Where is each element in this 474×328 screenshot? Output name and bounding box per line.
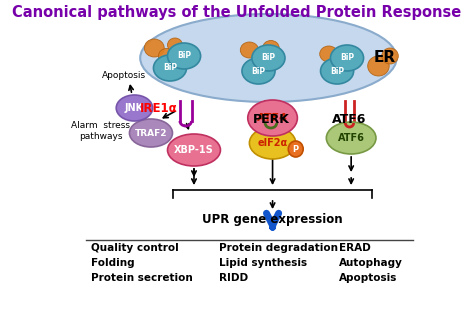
Text: BiP: BiP bbox=[251, 67, 265, 75]
Ellipse shape bbox=[326, 122, 376, 154]
Text: XBP-1S: XBP-1S bbox=[174, 145, 214, 155]
Text: BiP: BiP bbox=[261, 53, 275, 63]
Text: Canonical pathways of the Unfolded Protein Response: Canonical pathways of the Unfolded Prote… bbox=[12, 6, 462, 20]
Text: ATF6: ATF6 bbox=[337, 133, 365, 143]
Ellipse shape bbox=[382, 48, 398, 64]
Ellipse shape bbox=[320, 46, 338, 62]
Text: Quality control: Quality control bbox=[91, 243, 178, 253]
Text: ATF4: ATF4 bbox=[257, 113, 288, 123]
Text: TRAF2: TRAF2 bbox=[135, 129, 167, 137]
Text: Apoptosis: Apoptosis bbox=[339, 273, 397, 283]
Ellipse shape bbox=[158, 49, 175, 64]
Ellipse shape bbox=[145, 39, 164, 57]
Text: eIF2α: eIF2α bbox=[257, 138, 288, 148]
Text: ERAD: ERAD bbox=[339, 243, 371, 253]
Text: P: P bbox=[292, 145, 299, 154]
Ellipse shape bbox=[263, 40, 279, 55]
Text: PERK: PERK bbox=[253, 113, 289, 126]
Ellipse shape bbox=[249, 127, 296, 159]
Text: ATF6: ATF6 bbox=[332, 113, 367, 126]
Ellipse shape bbox=[248, 100, 297, 136]
Text: UPR gene expression: UPR gene expression bbox=[202, 214, 343, 227]
Ellipse shape bbox=[252, 45, 285, 71]
Text: ER: ER bbox=[373, 51, 395, 66]
Ellipse shape bbox=[167, 43, 201, 69]
Ellipse shape bbox=[334, 55, 349, 69]
Ellipse shape bbox=[242, 58, 275, 84]
Ellipse shape bbox=[154, 55, 187, 81]
Ellipse shape bbox=[330, 45, 364, 71]
Text: JNK: JNK bbox=[125, 103, 144, 113]
Text: Alarm  stress
pathways: Alarm stress pathways bbox=[71, 121, 130, 141]
Text: BiP: BiP bbox=[163, 64, 177, 72]
Ellipse shape bbox=[129, 119, 173, 147]
Text: Autophagy: Autophagy bbox=[339, 258, 402, 268]
Ellipse shape bbox=[320, 58, 354, 84]
Ellipse shape bbox=[240, 42, 258, 58]
Text: Folding: Folding bbox=[91, 258, 134, 268]
Text: BiP: BiP bbox=[330, 67, 344, 75]
Ellipse shape bbox=[255, 51, 270, 65]
Text: Protein degradation: Protein degradation bbox=[219, 243, 338, 253]
Text: Apoptosis: Apoptosis bbox=[101, 72, 146, 80]
Text: RIDD: RIDD bbox=[219, 273, 248, 283]
Ellipse shape bbox=[368, 56, 389, 76]
Ellipse shape bbox=[288, 141, 303, 157]
Text: BiP: BiP bbox=[340, 53, 354, 63]
Text: Lipid synthesis: Lipid synthesis bbox=[219, 258, 307, 268]
Text: Protein secretion: Protein secretion bbox=[91, 273, 192, 283]
Ellipse shape bbox=[116, 95, 153, 121]
Ellipse shape bbox=[167, 134, 220, 166]
Text: BiP: BiP bbox=[177, 51, 191, 60]
Text: IRE1α: IRE1α bbox=[140, 101, 177, 114]
Ellipse shape bbox=[140, 14, 397, 102]
Ellipse shape bbox=[167, 38, 182, 52]
